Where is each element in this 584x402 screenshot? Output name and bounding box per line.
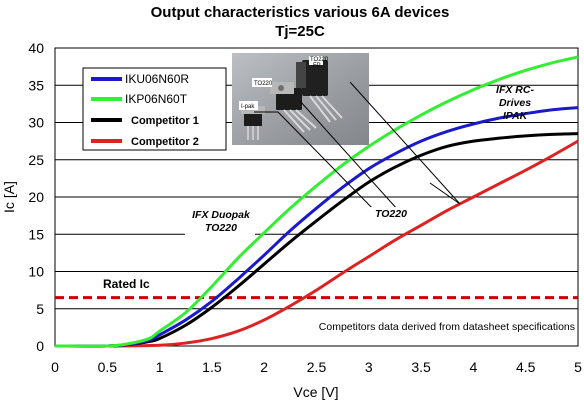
y-tick-15: 15 [28, 226, 44, 242]
x-tick-1: 1 [156, 359, 164, 375]
chart-subtitle: Tj=25C [275, 23, 325, 40]
series-line-ikp06n60t [54, 55, 579, 348]
y-tick-40: 40 [28, 40, 44, 56]
x-tick-labels: 0 0.5 1 1.5 2 2.5 3 3.5 4 4.5 5 [51, 359, 582, 375]
annotation-ipak-line1: IFX RC- [496, 84, 534, 96]
series-lines [54, 55, 579, 348]
y-tick-labels: 0 5 10 15 20 25 30 35 40 [28, 40, 44, 354]
y-axis-label: Ic [A] [1, 181, 17, 213]
photo-label-to220: TO220 [254, 81, 273, 87]
footnote-text: Competitors data derived from datasheet … [319, 321, 575, 333]
x-tick-4: 4 [470, 359, 478, 375]
annotation-duopak-line2: TO220 [205, 222, 237, 234]
plot-frame [54, 47, 579, 347]
y-tick-0: 0 [36, 338, 44, 354]
series-line-competitor-1 [54, 132, 579, 348]
chart-title: Output characteristics various 6A device… [151, 4, 450, 21]
photo-label-ipak: I-pak [241, 104, 255, 110]
legend-label-iku06n60r: IKU06N60R [125, 72, 189, 86]
x-tick-0.5: 0.5 [98, 359, 118, 375]
footnote: Competitors data derived from datasheet … [274, 318, 576, 333]
y-tick-25: 25 [28, 152, 44, 168]
annotation-pointers [254, 81, 461, 215]
x-tick-4.5: 4.5 [516, 359, 536, 375]
series-line-competitor-2 [54, 139, 579, 348]
y-tick-5: 5 [36, 301, 44, 317]
rated-ic-label: Rated Ic [103, 277, 150, 291]
y-tick-30: 30 [28, 115, 44, 131]
series-line-iku06n60r [54, 106, 579, 348]
annotation-to220: TO220 [370, 207, 414, 220]
photo-label-to220fp-top: TO220 [310, 57, 329, 63]
x-tick-5: 5 [574, 359, 582, 375]
x-tick-1.5: 1.5 [202, 359, 222, 375]
photo-label-to220fp-bottom: FP [313, 63, 321, 69]
x-tick-3.5: 3.5 [411, 359, 431, 375]
device-photo: TO220 FP TO220 I-pak [232, 53, 369, 145]
legend-label-competitor-1: Competitor 1 [131, 115, 199, 127]
x-axis-label: Vce [V] [293, 384, 338, 400]
legend-label-competitor-2: Competitor 2 [131, 136, 199, 148]
x-tick-0: 0 [51, 359, 59, 375]
annotation-ipak-line2: Drives [499, 97, 531, 109]
x-tick-3: 3 [365, 359, 373, 375]
x-tick-2.5: 2.5 [307, 359, 327, 375]
legend-label-ikp06n60t: IKP06N60T [125, 92, 188, 106]
legend: IKU06N60R IKP06N60T Competitor 1 Competitor… [82, 67, 227, 151]
y-tick-20: 20 [28, 189, 44, 205]
annotation-duopak-line1: IFX Duopak [192, 209, 251, 221]
y-tick-10: 10 [28, 264, 44, 280]
x-tick-2: 2 [260, 359, 268, 375]
annotation-to220-text: TO220 [375, 208, 407, 220]
y-tick-35: 35 [28, 77, 44, 93]
annotation-duopak: IFX Duopak TO220 [185, 207, 255, 235]
legend-box [82, 67, 227, 151]
annotation-ipak-line3: IPAK [503, 110, 529, 122]
annotation-ipak: IFX RC- Drives IPAK [496, 84, 534, 122]
